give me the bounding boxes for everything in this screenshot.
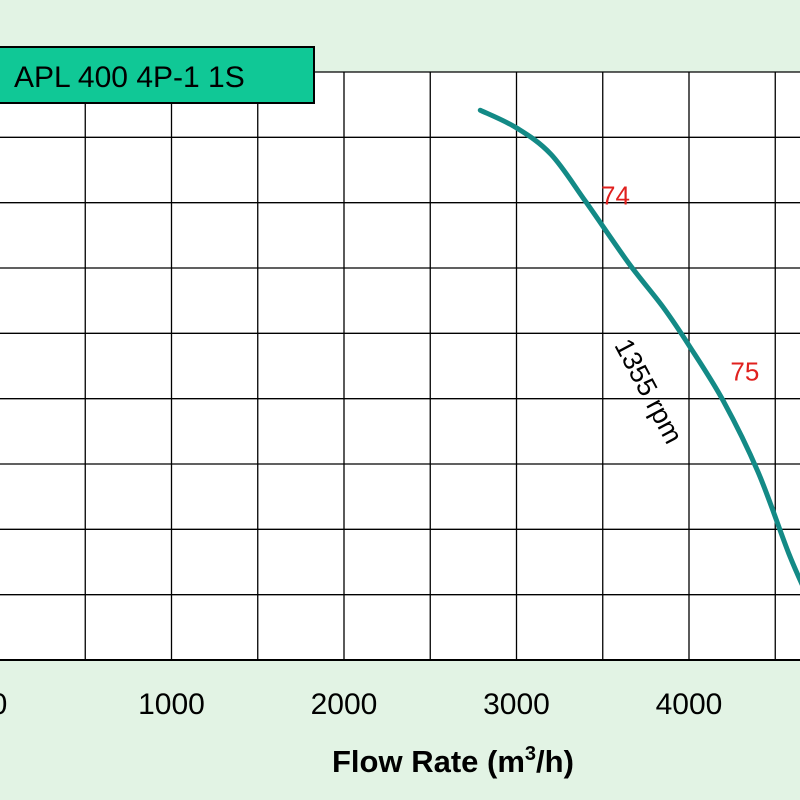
efficiency-label: 75 [730,357,759,387]
x-axis-label-end: /h) [536,744,574,779]
x-tick-label: 1000 [138,688,205,721]
x-axis-label-main: Flow Rate (m [332,744,525,779]
x-tick-label: 3000 [483,688,550,721]
curve-layer [477,107,800,586]
x-tick-labels: 0 1000 2000 3000 4000 [0,688,722,721]
grid [0,71,800,661]
series-line-1355-rpm [477,107,800,586]
title-box: APL 400 4P-1 1S [0,46,315,104]
x-tick-label: 4000 [656,688,723,721]
plot-area [0,72,800,660]
x-axis-label: Flow Rate (m3/h) [332,743,574,779]
x-axis-label-superscript: 3 [525,743,536,765]
chart-title: APL 400 4P-1 1S [14,61,245,94]
title-box-frame [0,46,315,104]
x-tick-label: 2000 [311,688,378,721]
x-tick-label: 0 [0,688,7,721]
efficiency-label: 74 [601,180,630,210]
